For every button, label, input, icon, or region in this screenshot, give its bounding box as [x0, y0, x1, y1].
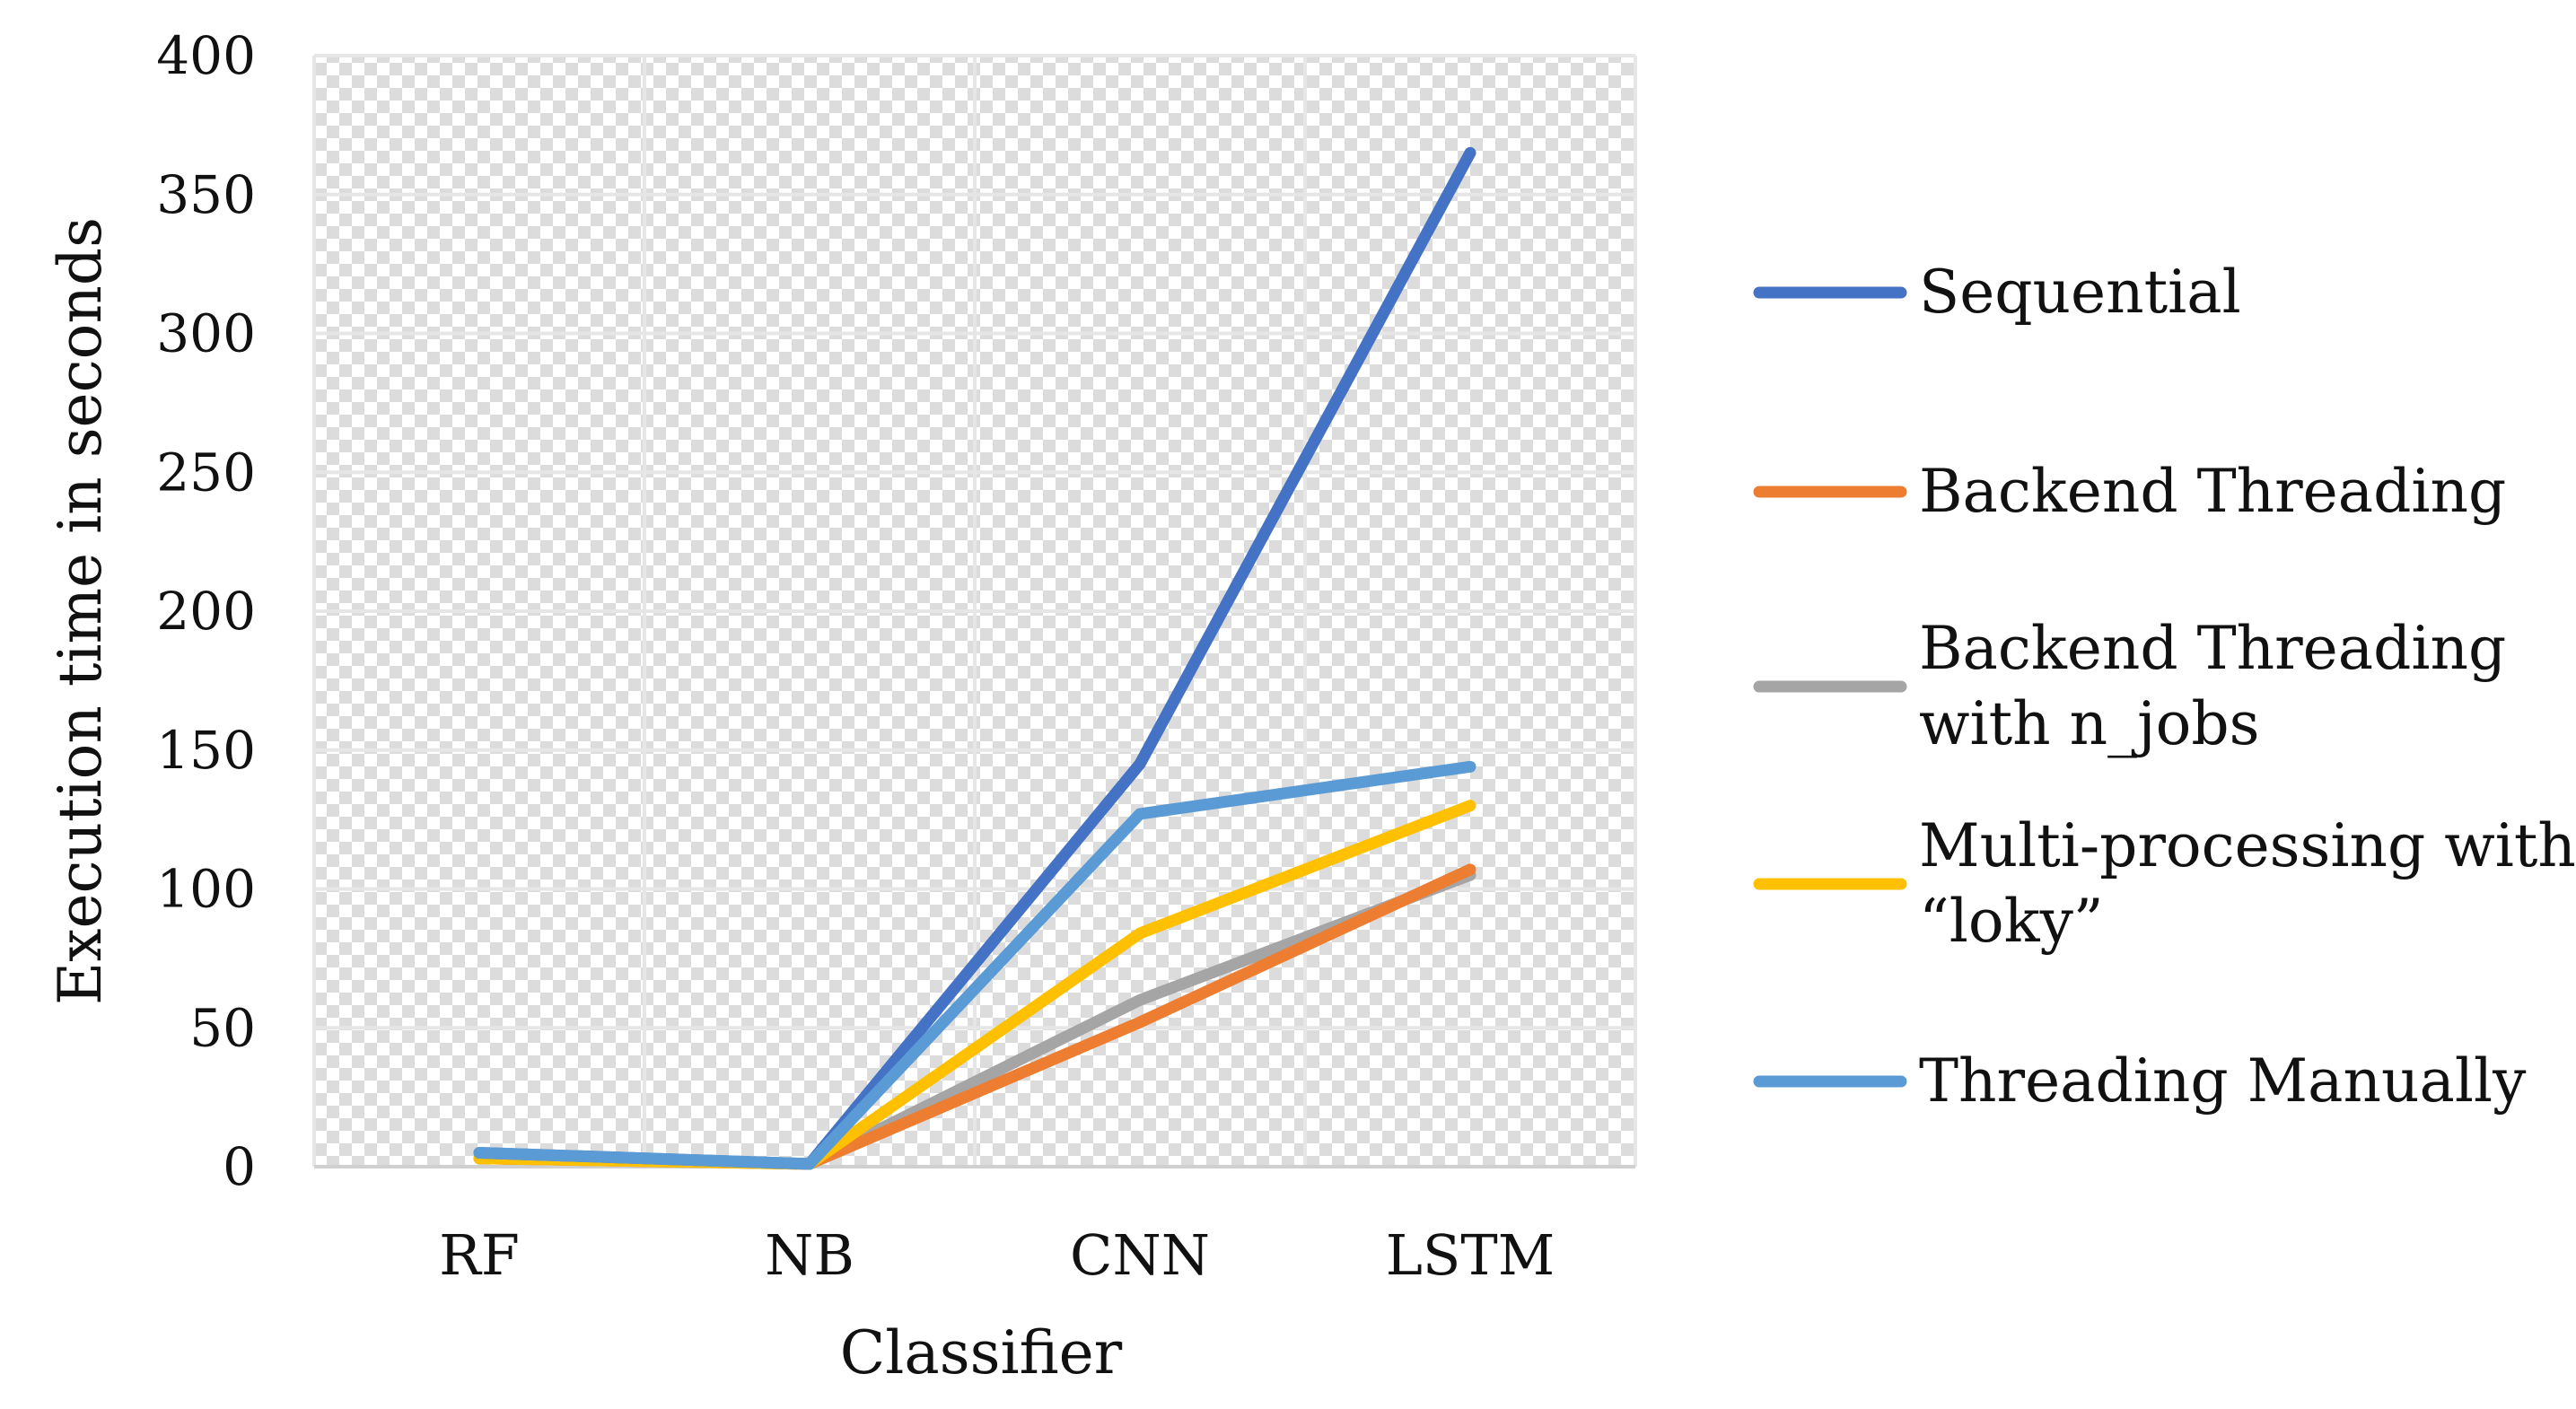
legend-label: Multi-processing with: [1919, 811, 2576, 880]
y-axis-title: Execution time in seconds: [46, 217, 115, 1005]
y-tick-label: 350: [156, 164, 256, 225]
x-axis-ticks: RF NB CNN LSTM: [439, 1222, 1555, 1288]
y-tick-label: 250: [156, 442, 256, 503]
legend: Sequential Backend Threading Backend Threa…: [1753, 258, 2576, 1116]
x-tick-label: LSTM: [1386, 1222, 1555, 1288]
y-tick-label: 150: [156, 720, 256, 781]
legend-label: “loky”: [1919, 887, 2104, 956]
legend-label: Backend Threading: [1919, 457, 2506, 526]
y-tick-label: 100: [156, 859, 256, 920]
x-tick-label: CNN: [1070, 1222, 1210, 1288]
y-tick-label: 400: [156, 25, 256, 86]
y-tick-label: 300: [156, 303, 256, 364]
y-axis-ticks: 0 50 100 150 200 250 300 350 400: [156, 25, 256, 1197]
series-lines: [473, 146, 1476, 1170]
series-line-4: [473, 760, 1476, 1170]
legend-label: Sequential: [1919, 258, 2241, 327]
x-tick-label: NB: [765, 1222, 854, 1288]
legend-label: Threading Manually: [1919, 1046, 2527, 1116]
x-tick-label: RF: [439, 1222, 520, 1288]
y-tick-label: 200: [156, 581, 256, 642]
legend-label: with n_jobs: [1919, 689, 2259, 758]
legend-label: Backend Threading: [1919, 614, 2506, 683]
y-tick-label: 50: [189, 997, 256, 1058]
x-axis-title: Classifier: [840, 1318, 1123, 1387]
y-tick-label: 0: [223, 1136, 256, 1197]
